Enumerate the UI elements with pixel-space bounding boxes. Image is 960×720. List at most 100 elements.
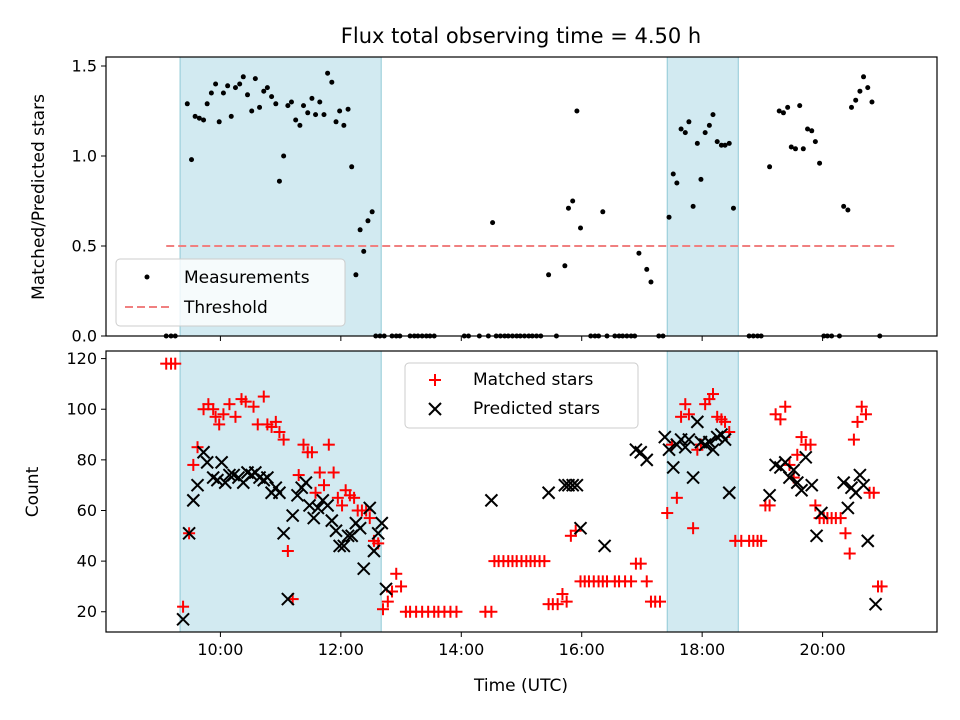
measurement-point [812,139,818,145]
measurement-point [269,94,275,100]
matched-star-point [450,605,463,618]
matched-star-point [229,410,242,423]
matched-star-point [239,395,252,408]
predicted-star-point [222,468,237,482]
legend-threshold-label: Threshold [183,298,268,318]
top-y-tick-label: 0.5 [72,237,97,256]
measurement-point [281,153,287,159]
bottom-y-tick-label: 100 [66,400,97,419]
measurement-point [349,164,355,170]
predicted-star-point [332,539,347,553]
matched-star-point [706,388,719,401]
measurement-point [848,104,854,110]
matched-star-point [855,400,868,413]
predicted-star-point [272,486,287,500]
bottom-x-tick-label: 16:00 [559,640,605,659]
matched-star-point [169,357,182,370]
predicted-star-point [682,432,696,447]
measurement-point [285,103,291,109]
top-y-tick-label: 0.0 [72,327,97,346]
predicted-star-point [640,453,654,467]
measurement-point [369,209,375,215]
predicted-star-point [662,443,676,457]
bottom-y-tick-label: 80 [77,450,97,469]
matched-star-point [569,524,582,537]
measurement-point [208,90,214,96]
measurement-point [252,76,258,82]
matched-star-point [297,438,310,451]
measurement-point [249,108,255,114]
predicted-star-point [325,513,339,528]
matched-star-point [779,400,792,413]
bottom-x-tick-label: 14:00 [438,640,484,659]
measurement-point [869,99,875,105]
measurement-point [780,110,786,116]
measurement-point [574,108,580,114]
predicted-star-point [302,498,317,513]
top-y-tick-label: 1.5 [72,57,97,76]
predicted-star-point [841,501,855,515]
matched-star-point [363,512,376,525]
matched-star-point [269,415,282,428]
predicted-star-point [658,430,672,444]
matched-star-point [322,438,335,451]
matched-star-point [377,603,389,616]
matched-star-point [875,580,888,593]
measurement-point [644,266,650,272]
measurement-point [261,88,267,94]
predicted-star-point [484,493,499,508]
measurement-point [201,117,207,123]
matched-star-point [670,491,683,504]
bottom-y-tick-label: 120 [66,349,97,368]
measurement-point [237,81,243,87]
matched-star-point [809,499,822,512]
matched-star-point [327,466,340,479]
bottom-y-axis-label: Count [23,466,43,517]
matched-star-point [281,544,294,557]
measurement-point [841,203,847,209]
matched-star-point [834,512,847,525]
predicted-star-point [214,455,229,470]
measurement-point [674,180,680,186]
legend-predicted-label: Predicted stars [473,399,600,419]
measurement-point [361,248,367,254]
measurement-point [341,122,347,128]
predicted-star-point [307,511,321,525]
predicted-star-point [782,470,797,485]
predicted-star-point [341,529,355,543]
measurement-point [240,74,246,80]
measurement-point [710,112,716,118]
matched-star-point [381,595,394,608]
predicted-star-point [196,445,211,459]
measurement-point [257,104,263,110]
predicted-star-point [718,432,732,447]
legend-matched-label: Matched stars [473,370,593,390]
matched-star-point [682,408,695,421]
bottom-x-tick-label: 10:00 [197,640,243,659]
matched-star-point [551,598,564,611]
measurement-point [666,214,672,220]
measurement-point [857,88,863,94]
measurement-point [189,157,195,163]
predicted-star-point [814,506,829,520]
measurement-point [565,205,571,211]
measurement-point [204,101,210,107]
predicted-star-point [329,524,343,538]
bottom-x-tick-label: 20:00 [800,640,846,659]
measurement-point [686,119,692,125]
predicted-star-point [353,521,367,535]
predicted-star-point [794,483,809,497]
measurement-point [648,279,654,285]
measurement-point [213,81,219,87]
measurement-point [225,83,231,89]
measurement-point [305,110,311,116]
predicted-star-point [686,470,700,485]
predicted-star-point [597,539,612,553]
matched-star-point [640,575,653,588]
legend-measurements-label: Measurements [184,268,310,288]
x-axis-label: Time (UTC) [473,676,568,696]
matched-star-point [485,605,498,618]
matched-star-point [843,547,856,560]
measurement-point [192,113,198,119]
bottom-y-tick-label: 60 [77,501,97,520]
